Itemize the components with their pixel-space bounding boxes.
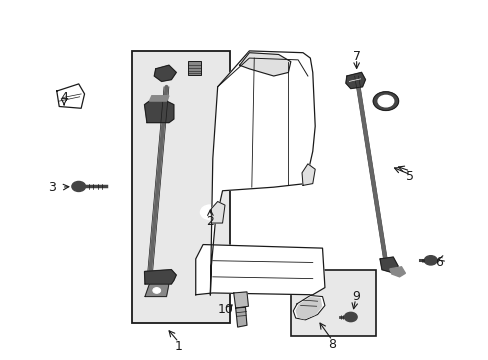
Circle shape	[153, 288, 160, 293]
Circle shape	[424, 256, 436, 265]
Text: 2: 2	[206, 215, 214, 228]
Polygon shape	[210, 51, 315, 295]
Text: 8: 8	[327, 338, 336, 351]
Bar	[132, 51, 229, 323]
Circle shape	[344, 312, 356, 321]
Polygon shape	[144, 101, 173, 123]
Text: 1: 1	[174, 340, 182, 353]
Polygon shape	[57, 84, 84, 108]
Polygon shape	[345, 72, 365, 89]
Polygon shape	[144, 270, 176, 284]
Bar	[188, 61, 200, 75]
Polygon shape	[302, 164, 315, 185]
Polygon shape	[239, 53, 290, 76]
Bar	[290, 270, 375, 336]
Polygon shape	[293, 296, 325, 320]
Text: 10: 10	[218, 303, 233, 316]
Polygon shape	[195, 244, 325, 295]
Polygon shape	[149, 96, 168, 101]
Circle shape	[372, 92, 398, 111]
Text: 4: 4	[60, 91, 68, 104]
Text: 5: 5	[406, 170, 413, 183]
Text: 7: 7	[352, 50, 360, 63]
Polygon shape	[233, 292, 248, 308]
Circle shape	[377, 95, 393, 107]
Polygon shape	[379, 257, 397, 273]
Circle shape	[200, 205, 220, 220]
Text: 3: 3	[48, 181, 56, 194]
Polygon shape	[235, 307, 246, 327]
Text: 6: 6	[435, 256, 443, 269]
Polygon shape	[296, 298, 321, 319]
Polygon shape	[389, 267, 405, 277]
Polygon shape	[211, 202, 224, 223]
Circle shape	[72, 181, 85, 192]
Polygon shape	[145, 284, 168, 297]
Polygon shape	[154, 65, 176, 81]
Text: 9: 9	[352, 290, 360, 303]
